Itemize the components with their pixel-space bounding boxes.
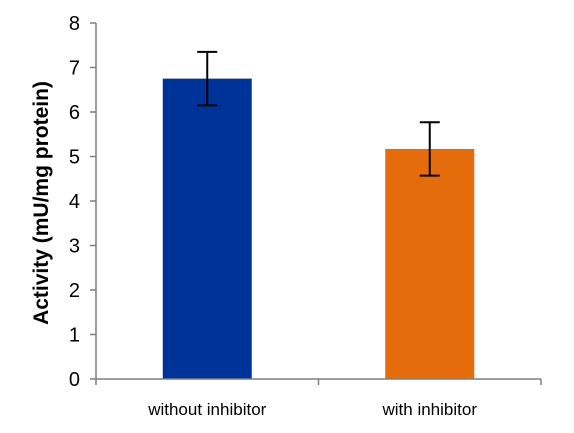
y-tick-label-8: 8: [69, 13, 80, 35]
y-axis-label: Activity (mU/mg protein): [30, 81, 53, 325]
category-label-2: with inhibitor: [382, 400, 478, 419]
bar-1: [162, 78, 252, 379]
y-tick-label-1: 1: [69, 325, 80, 347]
category-label-1: without inhibitor: [147, 400, 266, 419]
y-tick-label-5: 5: [69, 147, 80, 169]
y-tick-label-0: 0: [69, 369, 80, 391]
y-tick-label-6: 6: [69, 102, 80, 124]
y-tick-label-7: 7: [69, 58, 80, 80]
y-tick-label-2: 2: [69, 280, 80, 302]
y-tick-label-3: 3: [69, 236, 80, 258]
bar-2: [385, 148, 475, 379]
y-tick-label-4: 4: [69, 191, 80, 213]
